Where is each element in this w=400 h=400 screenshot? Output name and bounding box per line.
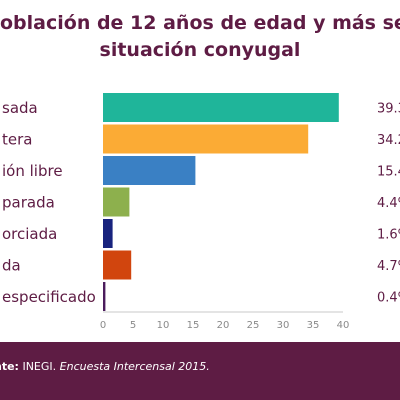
category-label-2: tera [2,131,32,149]
x-tick-label-5: 20 [217,320,230,331]
x-tick-label-6: 25 [247,320,260,331]
value-labels: 39.3 34.2 15.4 4.4% 1.6% 4.7% 0.4% [377,102,400,306]
x-axis: 0 5 10 15 20 25 30 35 40 [100,311,350,331]
category-label-3: ión libre [2,162,63,180]
chart-title-line-2: situación conyugal [99,39,301,61]
x-tick-label-1: 0 [100,320,106,331]
source-label: nte: [0,360,19,373]
x-tick-label-7: 30 [277,320,290,331]
value-label-7: 0.4% [377,291,400,306]
category-labels: sada tera ión libre parada orciada da especifi… [2,99,96,306]
x-tick-label-9: 40 [337,320,350,331]
bar-7 [103,282,106,311]
source-publication: Encuesta Intercensal 2015. [59,360,210,373]
value-label-3: 15.4 [377,165,400,180]
bar-5 [103,219,113,248]
category-label-7: especificado [2,288,96,306]
x-tick-label-8: 35 [307,320,320,331]
chart-title: oblación de 12 años de edad y más segú s… [0,10,400,64]
category-label-6: da [2,257,21,275]
chart-title-line-1: oblación de 12 años de edad y más segú [0,12,400,34]
category-label-5: orciada [2,225,57,243]
category-label-4: parada [2,194,55,212]
value-label-2: 34.2 [377,133,400,148]
value-label-5: 1.6% [377,228,400,243]
bars [103,93,339,311]
x-tick-label-4: 15 [187,320,200,331]
source-org: INEGI. [18,360,60,373]
x-tick-label-2: 5 [130,320,136,331]
x-tick-label-3: 10 [157,320,170,331]
bar-2 [103,124,309,154]
bar-6 [103,250,132,280]
source-footer: nte: INEGI. Encuesta Intercensal 2015. [0,342,400,400]
value-label-4: 4.4% [377,196,400,211]
value-label-1: 39.3 [377,102,400,117]
bar-1 [103,93,339,122]
bar-4 [103,187,130,217]
bar-chart: sada tera ión libre parada orciada da especifi… [2,93,400,331]
category-label-1: sada [2,99,38,117]
source-note: nte: INEGI. Encuesta Intercensal 2015. [0,360,210,373]
bar-3 [103,156,196,185]
value-label-6: 4.7% [377,259,400,274]
